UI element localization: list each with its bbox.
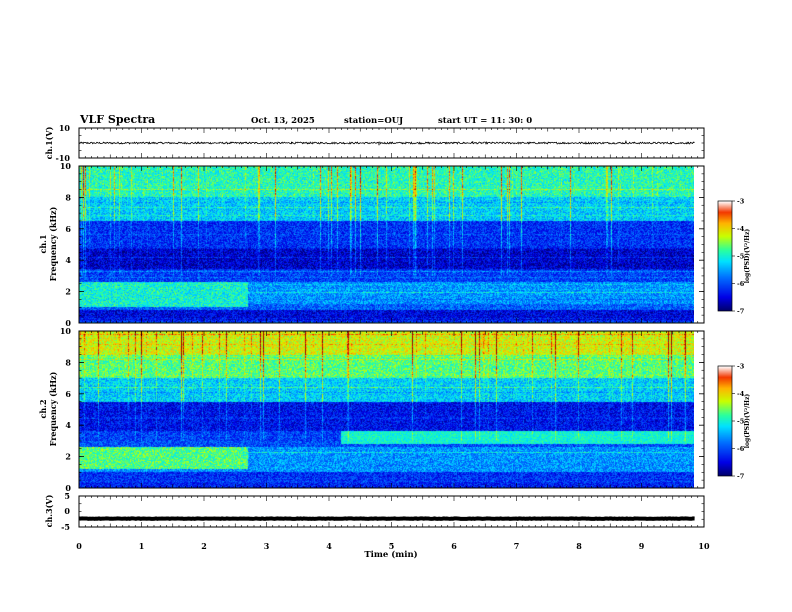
ch2-spectrogram-ylabel-freq: Frequency (kHz): [48, 371, 58, 446]
ch3-waveform-ytick-mid: 0: [64, 506, 70, 516]
x-tick-label: 3: [264, 541, 270, 551]
ch2-spectrogram-ylabel: ch.2: [38, 399, 48, 418]
ch1-waveform-ylabel: ch.1(V): [44, 126, 54, 159]
colorbar-tick-label: -6: [737, 445, 745, 453]
y-tick-label: 8: [65, 192, 71, 202]
colorbar-tick-label: -6: [737, 280, 745, 288]
colorbar-tick-label: -4: [737, 225, 745, 233]
colorbar-tick-label: -4: [737, 390, 745, 398]
y-tick-label: 2: [65, 452, 71, 462]
date-label: Oct. 13, 2025: [251, 116, 315, 126]
ch2-colorbar: [718, 366, 732, 476]
station-label: station=OUJ: [344, 116, 403, 126]
y-tick-label: 6: [65, 224, 71, 234]
ch1-spectrogram-ylabel-freq: Frequency (kHz): [48, 206, 58, 281]
figure-title: VLF Spectra: [79, 113, 155, 126]
ch1-waveform-trace: [78, 141, 695, 145]
ch1-colorbar: [718, 201, 732, 311]
y-tick-label: 10: [60, 161, 72, 171]
x-tick-label: 1: [139, 541, 145, 551]
colorbar-tick-label: -3: [737, 198, 745, 206]
x-tick-label: 9: [639, 541, 645, 551]
ch2-spectrogram-image: [79, 331, 694, 488]
y-tick-label: 2: [65, 287, 71, 297]
ch1-spectrogram-image: [79, 166, 694, 323]
x-tick-label: 5: [389, 541, 395, 551]
ch1-colorbar-label: log(PSD)(V²/Hz): [744, 229, 751, 284]
x-tick-label: 4: [326, 541, 332, 551]
y-tick-label: 6: [65, 389, 71, 399]
ch1-waveform-ytick-top: 10: [59, 123, 71, 133]
colorbar-tick-label: -7: [737, 308, 744, 316]
y-tick-label: 10: [60, 326, 72, 336]
start-time-label: start UT = 11: 30: 0: [438, 116, 532, 126]
x-tick-label: 0: [76, 541, 82, 551]
ch1-waveform-ytick-bottom: -10: [56, 153, 71, 163]
ch1-waveform-panel: 10 -10 ch.1(V): [44, 123, 705, 163]
y-tick-label: 4: [65, 255, 71, 265]
x-tick-label: 2: [201, 541, 207, 551]
colorbar-tick-label: -5: [737, 253, 745, 261]
colorbar-tick-label: -7: [737, 473, 744, 481]
y-tick-label: 4: [65, 420, 71, 430]
x-tick-label: 7: [514, 541, 520, 551]
ch3-waveform-ytick-bottom: -5: [61, 522, 70, 532]
x-tick-label: 6: [451, 541, 457, 551]
ch3-waveform-ytick-top: 5: [64, 491, 70, 501]
x-axis-label: Time (min): [364, 549, 417, 560]
y-tick-label: 0: [65, 318, 71, 328]
y-tick-label: 0: [65, 483, 71, 493]
y-tick-label: 8: [65, 357, 71, 367]
ch2-colorbar-label: log(PSD)(V²/Hz): [744, 394, 751, 449]
colorbar-tick-label: -5: [737, 418, 745, 426]
colorbar-tick-label: -3: [737, 363, 745, 371]
ch3-waveform-ylabel: ch.3(V): [44, 494, 54, 527]
ch1-spectrogram-ylabel: ch.1: [38, 234, 48, 253]
x-tick-label: 10: [698, 541, 710, 551]
x-tick-label: 8: [576, 541, 582, 551]
ch3-waveform-panel: 5 0 -5 ch.3(V) 0 1 2 3 4 5 6 7 8 9 10 Time (min): [44, 491, 710, 560]
